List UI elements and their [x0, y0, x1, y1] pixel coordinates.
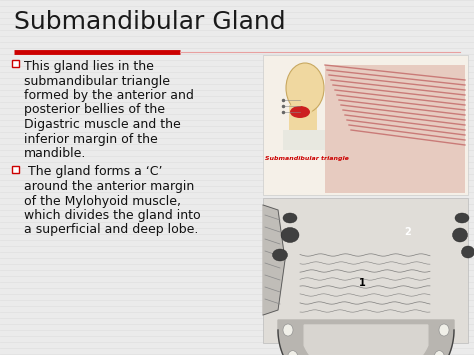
Text: a superficial and deep lobe.: a superficial and deep lobe.	[24, 224, 199, 236]
Text: around the anterior margin: around the anterior margin	[24, 180, 194, 193]
Bar	[283, 130, 325, 150]
Ellipse shape	[283, 324, 293, 336]
Bar	[325, 65, 465, 193]
Bar	[263, 55, 468, 195]
Ellipse shape	[286, 63, 324, 113]
Ellipse shape	[434, 351, 444, 355]
Ellipse shape	[291, 98, 313, 116]
Ellipse shape	[462, 246, 474, 258]
Text: of the Mylohyoid muscle,: of the Mylohyoid muscle,	[24, 195, 181, 208]
Ellipse shape	[283, 213, 297, 223]
Polygon shape	[304, 325, 428, 355]
Text: This gland lies in the: This gland lies in the	[24, 60, 154, 73]
Text: inferior margin of the: inferior margin of the	[24, 132, 158, 146]
Text: 2: 2	[405, 227, 411, 237]
Ellipse shape	[455, 213, 469, 223]
Polygon shape	[278, 320, 454, 355]
Bar	[263, 198, 468, 343]
Text: submandibular triangle: submandibular triangle	[24, 75, 170, 87]
Text: formed by the anterior and: formed by the anterior and	[24, 89, 194, 102]
Text: Submandibular triangle: Submandibular triangle	[265, 156, 349, 161]
Ellipse shape	[453, 228, 467, 242]
Text: mandible.: mandible.	[24, 147, 86, 160]
Polygon shape	[263, 205, 285, 315]
Bar	[12, 60, 19, 67]
Text: The gland forms a ‘C’: The gland forms a ‘C’	[24, 165, 163, 179]
Text: posterior bellies of the: posterior bellies of the	[24, 104, 165, 116]
Bar	[12, 165, 19, 173]
Bar	[289, 105, 317, 135]
Ellipse shape	[290, 106, 310, 118]
Text: which divides the gland into: which divides the gland into	[24, 209, 201, 222]
Ellipse shape	[281, 228, 299, 242]
Ellipse shape	[439, 324, 449, 336]
Ellipse shape	[288, 351, 298, 355]
Ellipse shape	[273, 249, 288, 261]
Text: 1: 1	[359, 278, 365, 288]
Text: Submandibular Gland: Submandibular Gland	[14, 10, 286, 34]
Text: Digastric muscle and the: Digastric muscle and the	[24, 118, 181, 131]
